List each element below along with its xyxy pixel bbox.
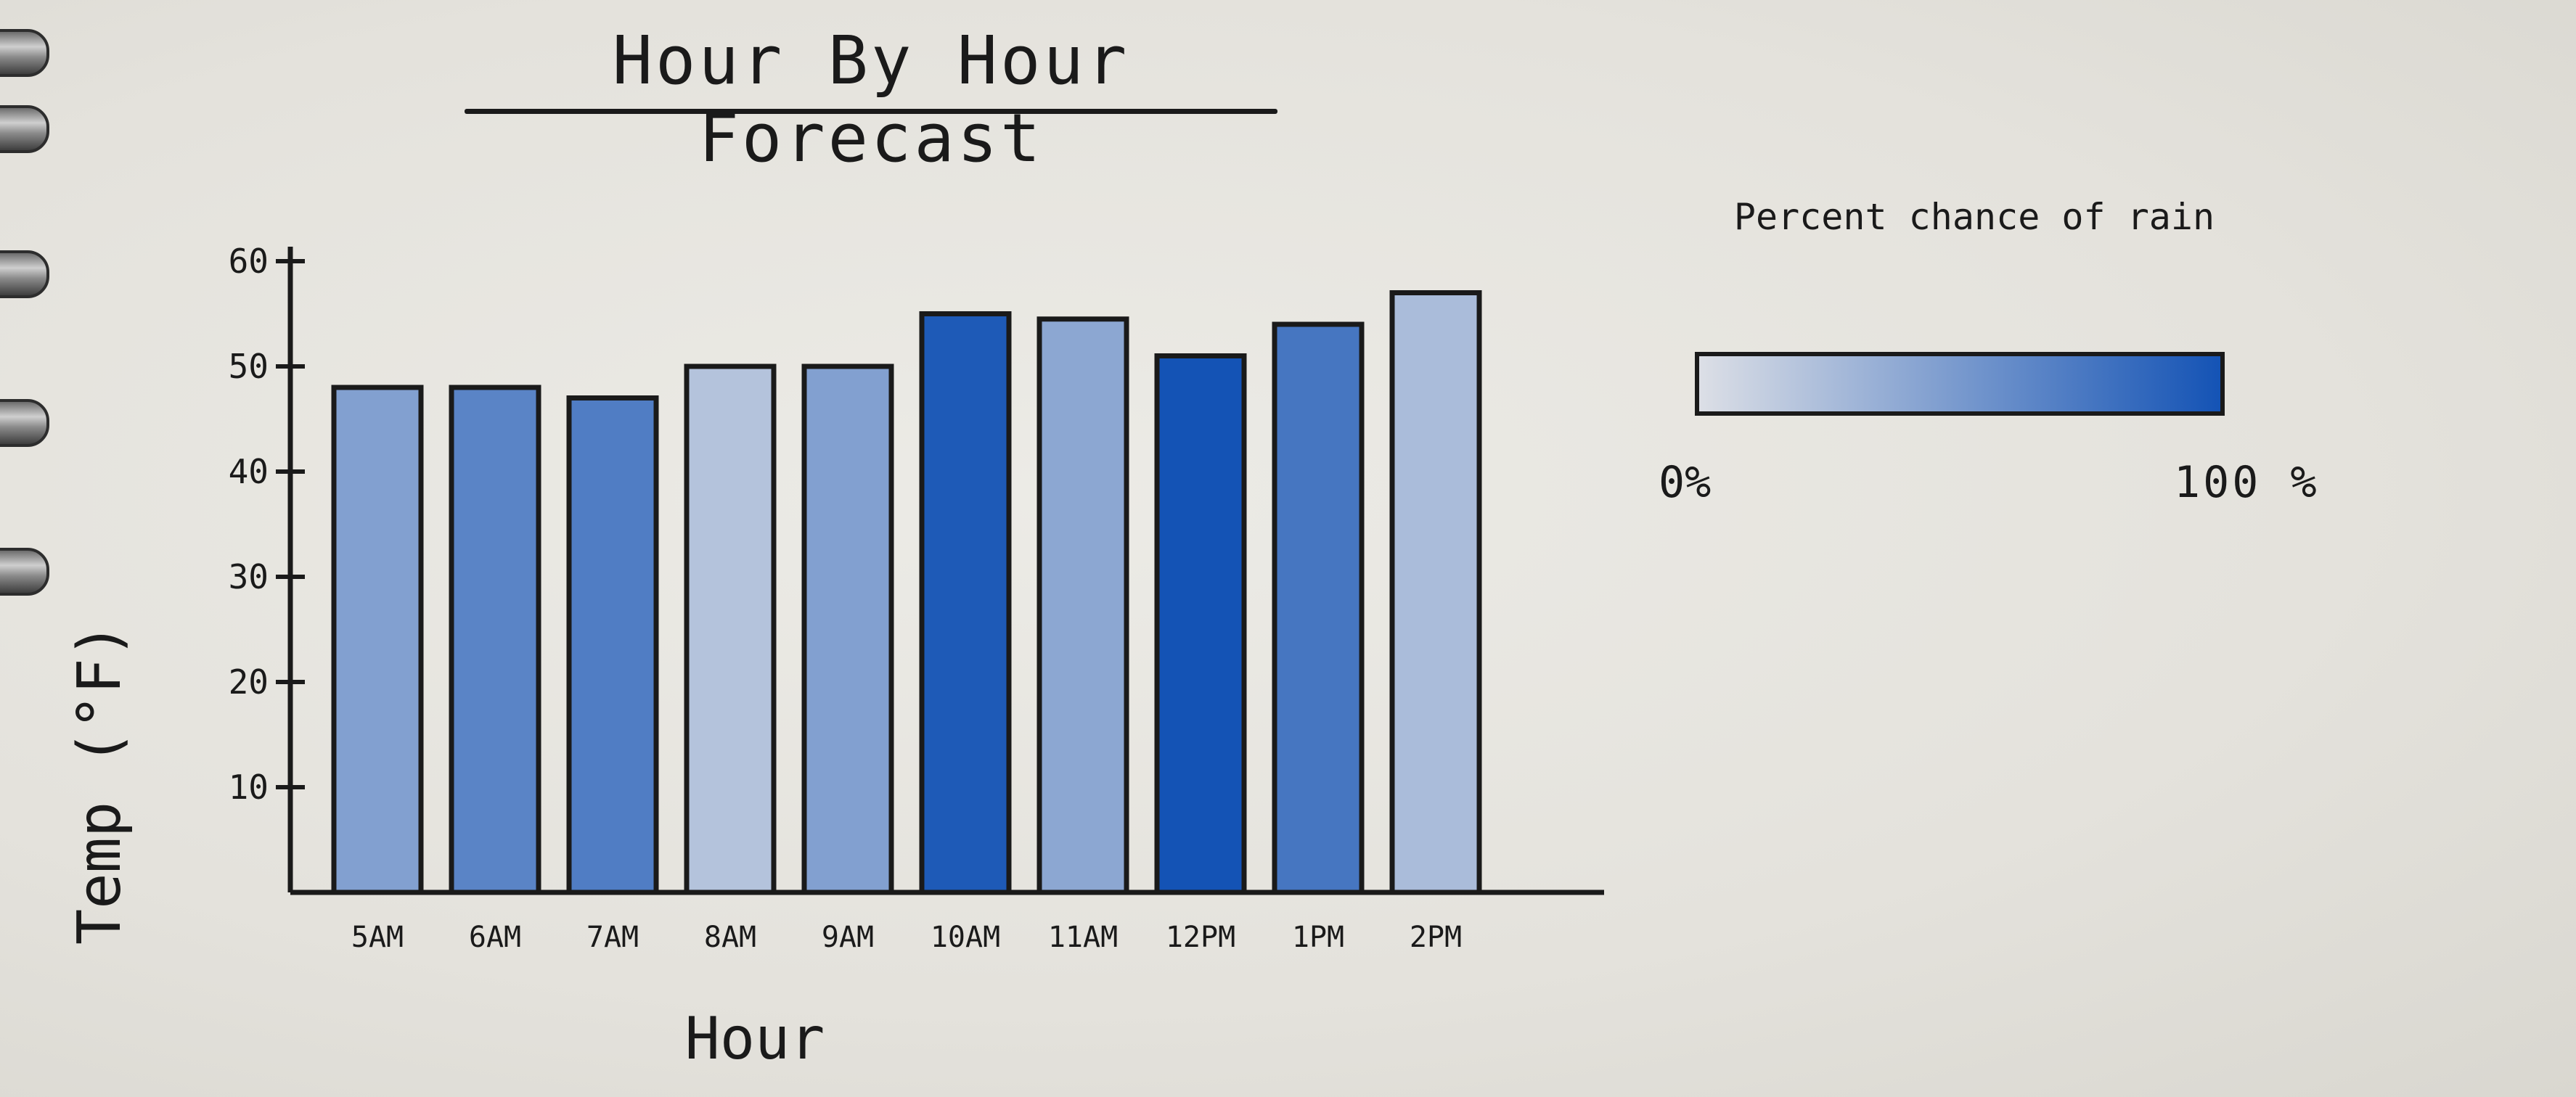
bar-12pm [1154, 353, 1247, 895]
x-axis-label: Hour [684, 1005, 825, 1072]
legend-title: Percent chance of rain [1733, 196, 2215, 238]
spiral-ring [0, 548, 49, 596]
spiral-ring [0, 29, 49, 77]
spiral-ring [0, 250, 49, 298]
spiral-ring [0, 105, 49, 153]
bar-1pm [1272, 321, 1365, 895]
x-tick-label: 1PM [1292, 921, 1344, 954]
bars-layer [331, 290, 1482, 895]
legend-max-label: 100 % [2174, 457, 2320, 508]
bar-6am [449, 385, 541, 895]
axes-layer: 5AM 6AM 7AM 8AM 9AM 10AM 11AM 12PM 1PM 2PM 10 20 30 4… [229, 242, 1604, 954]
x-tick-label: 9AM [822, 921, 874, 954]
spiral-ring [0, 399, 49, 447]
x-tick-label: 5AM [351, 921, 404, 954]
y-tick-label: 40 [229, 452, 269, 491]
bar-9am [801, 363, 894, 895]
x-tick-label: 10AM [931, 921, 1000, 954]
y-tick-label: 60 [229, 242, 269, 281]
x-tick-label: 11AM [1048, 921, 1118, 954]
y-tick-label: 10 [229, 768, 269, 807]
title-underline [465, 109, 1277, 114]
legend-min-label: 0% [1659, 457, 1712, 508]
bar-8am [684, 363, 777, 895]
bar-7am [566, 395, 659, 895]
bar-2pm [1389, 290, 1482, 895]
bar-5am [331, 385, 424, 895]
y-tick-label: 20 [229, 662, 269, 702]
y-tick-label: 30 [229, 557, 269, 596]
x-tick-label: 7AM [586, 921, 639, 954]
legend-color-bar [1695, 352, 2225, 416]
y-tick-label: 50 [229, 347, 269, 386]
bar-10am [919, 311, 1012, 895]
x-tick-label: 2PM [1410, 921, 1462, 954]
x-tick-label: 8AM [704, 921, 756, 954]
x-tick-label: 6AM [469, 921, 521, 954]
bar-11am [1036, 316, 1129, 895]
x-tick-label: 12PM [1166, 921, 1235, 954]
